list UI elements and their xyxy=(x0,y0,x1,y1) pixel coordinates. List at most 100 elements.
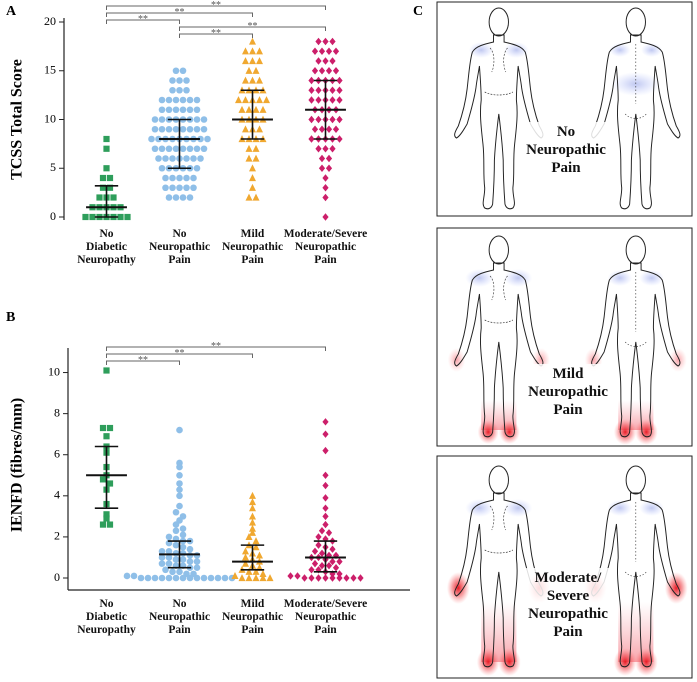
point xyxy=(103,515,110,522)
x-tick-label: No Neuropathic Pain xyxy=(148,228,211,267)
point xyxy=(249,528,256,536)
point xyxy=(336,86,343,94)
point xyxy=(308,566,315,574)
point xyxy=(99,476,107,483)
x-tick-label: No Diabetic Neuropathy xyxy=(77,228,136,267)
point xyxy=(322,471,329,479)
y-axis-label: IENFD (fibres/mm) xyxy=(9,398,26,532)
point xyxy=(130,572,138,580)
point xyxy=(329,557,336,566)
point xyxy=(193,552,201,559)
point xyxy=(172,527,180,535)
point xyxy=(186,106,194,114)
point xyxy=(311,125,319,133)
point xyxy=(158,116,166,123)
y-tick-label: 0 xyxy=(50,209,56,223)
point xyxy=(256,57,263,65)
point xyxy=(103,511,110,518)
point xyxy=(158,125,166,133)
point xyxy=(249,498,256,506)
point xyxy=(238,574,246,582)
point xyxy=(322,512,329,521)
panel-c: C xyxy=(413,1,693,679)
point xyxy=(308,76,315,85)
y-tick-label: 20 xyxy=(44,14,56,28)
point xyxy=(214,574,222,582)
x-tick-label: Mild Neuropathic Pain xyxy=(221,228,284,267)
point xyxy=(231,572,239,580)
point xyxy=(172,556,180,563)
point xyxy=(318,47,326,55)
point xyxy=(165,194,173,201)
significance-bracket xyxy=(179,33,253,38)
point xyxy=(332,67,340,75)
significance-bracket xyxy=(106,12,253,17)
point xyxy=(183,86,190,94)
point xyxy=(190,174,197,182)
x-tick-label: Moderate/Severe Neuropathic Pain xyxy=(283,598,368,637)
significance-bracket xyxy=(179,26,326,31)
point xyxy=(318,561,326,570)
diagram-frame xyxy=(436,227,693,447)
point xyxy=(186,96,194,104)
point xyxy=(106,424,114,432)
point xyxy=(193,164,201,172)
point xyxy=(165,533,173,541)
point xyxy=(249,174,256,182)
point xyxy=(315,57,322,65)
point xyxy=(311,47,319,55)
point xyxy=(242,96,249,104)
point xyxy=(190,184,197,192)
point xyxy=(165,574,173,582)
point xyxy=(336,570,343,578)
point xyxy=(242,76,249,84)
point xyxy=(325,154,333,163)
point xyxy=(322,213,329,221)
point xyxy=(263,96,270,104)
point xyxy=(99,521,107,528)
point xyxy=(249,183,256,191)
point xyxy=(99,184,107,191)
point xyxy=(176,174,183,182)
point xyxy=(336,574,343,582)
point xyxy=(329,574,336,582)
point xyxy=(193,558,201,565)
point xyxy=(287,572,294,580)
point xyxy=(179,106,187,114)
point xyxy=(186,558,194,565)
point xyxy=(336,96,343,104)
point xyxy=(200,116,208,123)
point xyxy=(165,554,173,561)
point xyxy=(322,418,329,426)
point xyxy=(82,213,89,221)
point xyxy=(165,106,173,114)
point xyxy=(165,96,173,104)
point xyxy=(193,125,201,133)
point xyxy=(179,145,187,153)
point xyxy=(186,125,194,133)
point xyxy=(315,96,322,104)
point xyxy=(186,545,194,553)
y-tick-label: 8 xyxy=(54,405,60,419)
point xyxy=(169,86,176,94)
point xyxy=(336,115,343,124)
point xyxy=(176,463,183,471)
significance-bracket xyxy=(106,19,180,24)
point xyxy=(315,145,322,153)
point xyxy=(357,574,364,582)
point xyxy=(106,480,114,487)
point xyxy=(158,145,166,153)
point xyxy=(183,155,190,162)
point xyxy=(311,547,319,555)
point xyxy=(256,76,263,84)
point xyxy=(329,145,336,153)
point xyxy=(301,574,308,582)
point xyxy=(179,96,187,104)
significance-bracket xyxy=(106,360,180,365)
point xyxy=(151,116,159,123)
point xyxy=(176,568,183,576)
body-front xyxy=(447,235,550,444)
x-tick-label: Mild Neuropathic Pain xyxy=(221,598,284,637)
